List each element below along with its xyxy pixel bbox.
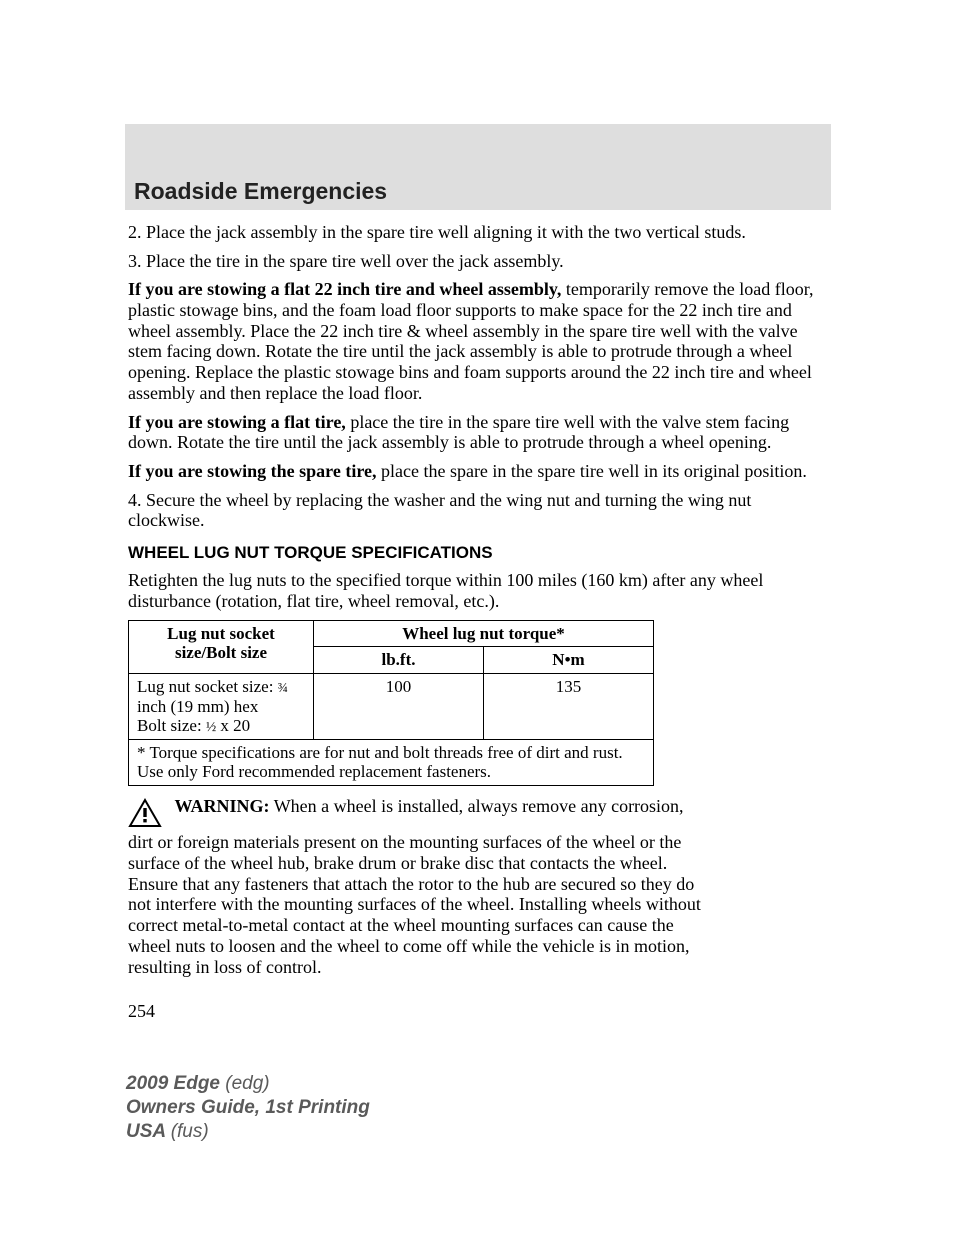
table-footnote: * Torque specifications are for nut and … xyxy=(129,739,654,785)
col2-subheader: lb.ft. xyxy=(314,647,484,674)
warning-paragraph: WARNING: When a wheel is installed, alwa… xyxy=(128,796,708,978)
step-2: 2. Place the jack assembly in the spare … xyxy=(128,222,828,243)
torque-table: Lug nut socket size/Bolt size Wheel lug … xyxy=(128,620,654,786)
cell-lbft: 100 xyxy=(314,673,484,739)
socket-line2: inch (19 mm) hex xyxy=(137,697,258,716)
col1-header-l2: size/Bolt size xyxy=(175,643,267,662)
table-data-row-1: Lug nut socket size: ¾ inch (19 mm) hex … xyxy=(129,673,654,739)
step-3: 3. Place the tire in the spare tire well… xyxy=(128,251,828,272)
col23-header: Wheel lug nut torque* xyxy=(314,620,654,647)
footer-line-3: USA (fus) xyxy=(126,1120,370,1144)
bolt-frac: ½ xyxy=(206,719,216,734)
warning-icon xyxy=(128,798,162,833)
cell-socket-bolt: Lug nut socket size: ¾ inch (19 mm) hex … xyxy=(129,673,314,739)
section-title: Roadside Emergencies xyxy=(134,178,387,205)
footer-region-code: (fus) xyxy=(171,1121,209,1142)
stow-spare-paragraph: If you are stowing the spare tire, place… xyxy=(128,461,828,482)
stow-spare-body: place the spare in the spare tire well i… xyxy=(376,461,806,481)
col1-header: Lug nut socket size/Bolt size xyxy=(129,620,314,673)
footer-line-1: 2009 Edge (edg) xyxy=(126,1072,370,1096)
torque-subheading: WHEEL LUG NUT TORQUE SPECIFICATIONS xyxy=(128,543,828,563)
bolt-line-c: x 20 xyxy=(216,716,250,735)
footer-model-code: (edg) xyxy=(225,1073,269,1094)
stow-22-paragraph: If you are stowing a flat 22 inch tire a… xyxy=(128,279,828,403)
stow-22-lead: If you are stowing a flat 22 inch tire a… xyxy=(128,279,561,299)
stow-spare-lead: If you are stowing the spare tire, xyxy=(128,461,376,481)
page-content: 2. Place the jack assembly in the spare … xyxy=(128,222,828,1030)
warning-label: WARNING: xyxy=(175,796,270,816)
stow-flat-paragraph: If you are stowing a flat tire, place th… xyxy=(128,412,828,453)
table-header-row-1: Lug nut socket size/Bolt size Wheel lug … xyxy=(129,620,654,647)
footer-region: USA xyxy=(126,1121,171,1142)
step-4: 4. Secure the wheel by replacing the was… xyxy=(128,490,828,531)
footer-model: 2009 Edge xyxy=(126,1073,225,1094)
warning-text: When a wheel is installed, always remove… xyxy=(128,796,701,977)
table-footnote-row: * Torque specifications are for nut and … xyxy=(129,739,654,785)
retighten-paragraph: Retighten the lug nuts to the specified … xyxy=(128,570,828,611)
cell-nm: 135 xyxy=(484,673,654,739)
footer-line-2: Owners Guide, 1st Printing xyxy=(126,1096,370,1120)
warning-block: WARNING: When a wheel is installed, alwa… xyxy=(128,796,708,978)
stow-flat-lead: If you are stowing a flat tire, xyxy=(128,412,346,432)
page-number: 254 xyxy=(128,1001,828,1022)
socket-line1a: Lug nut socket size: xyxy=(137,677,278,696)
col1-header-l1: Lug nut socket xyxy=(167,624,275,643)
socket-frac: ¾ xyxy=(278,680,288,695)
bolt-line-a: Bolt size: xyxy=(137,716,206,735)
col3-subheader: N•m xyxy=(484,647,654,674)
footer-block: 2009 Edge (edg) Owners Guide, 1st Printi… xyxy=(126,1072,370,1143)
